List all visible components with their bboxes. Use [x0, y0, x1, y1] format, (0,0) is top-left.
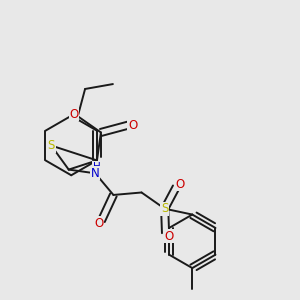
Text: O: O: [70, 108, 79, 121]
Text: N: N: [91, 167, 100, 180]
Text: O: O: [94, 217, 103, 230]
Text: O: O: [175, 178, 184, 191]
Text: S: S: [48, 139, 55, 152]
Text: O: O: [164, 230, 174, 242]
Text: S: S: [161, 202, 168, 215]
Text: O: O: [128, 118, 137, 132]
Text: H: H: [93, 162, 100, 172]
